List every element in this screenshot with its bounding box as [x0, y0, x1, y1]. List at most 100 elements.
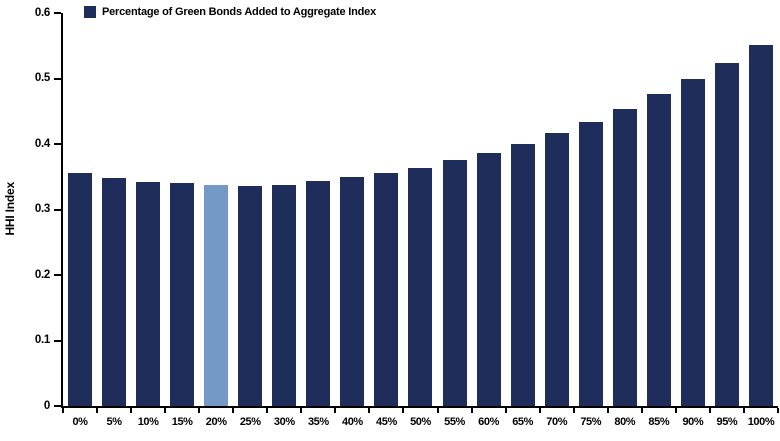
y-tick-label: 0.3: [34, 203, 50, 215]
bar: [306, 181, 331, 406]
legend: Percentage of Green Bonds Added to Aggre…: [84, 6, 376, 18]
x-axis-tick: [164, 408, 167, 413]
bar: [374, 173, 399, 406]
x-axis-tick: [606, 408, 609, 413]
x-tick-label: 35%: [307, 416, 329, 428]
x-axis-tick: [368, 408, 371, 413]
x-tick-label: 20%: [205, 416, 227, 428]
bar: [578, 121, 603, 406]
x-axis-tick: [538, 408, 541, 413]
bars-container: [63, 13, 778, 406]
bar-slot: [131, 13, 165, 406]
bar-slot: [642, 13, 676, 406]
x-tick-label: 95%: [716, 416, 738, 428]
x-axis-tick: [402, 408, 405, 413]
bar: [510, 144, 535, 406]
x-axis-tick: [470, 408, 473, 413]
bar-slot: [369, 13, 403, 406]
y-axis-tick: [54, 77, 61, 80]
plot-area: 0% 5% 10% 15% 20% 25% 30% 35% 40% 45% 50% 55% 60% 65%…: [35, 7, 779, 428]
bar-slot: [165, 13, 199, 406]
bar-slot: [403, 13, 437, 406]
x-axis-tick: [96, 408, 99, 413]
y-axis-tick: [54, 208, 61, 211]
x-tick-label: 15%: [171, 416, 193, 428]
x-axis-tick: [266, 408, 269, 413]
x-tick-label: 80%: [614, 416, 636, 428]
x-axis-tick: [130, 408, 133, 413]
x-tick-label: 70%: [546, 416, 568, 428]
x-tick-label: 60%: [478, 416, 499, 428]
bar-highlighted: [204, 184, 229, 406]
x-axis-tick: [742, 408, 745, 413]
bar: [476, 153, 501, 406]
y-tick-label: 0.6: [34, 6, 50, 19]
bar: [408, 167, 433, 406]
x-tick-label: 90%: [682, 416, 704, 428]
y-axis-tick: [54, 143, 61, 145]
bar: [748, 45, 773, 406]
x-tick-label: 0%: [72, 416, 88, 428]
bar: [136, 182, 161, 406]
y-axis-tick: [54, 339, 61, 342]
y-axis-tick: [54, 405, 61, 407]
bar: [612, 108, 637, 406]
bar-slot: [744, 13, 778, 406]
bar-slot: [540, 13, 574, 406]
bar-slot: [676, 13, 710, 406]
bar: [102, 178, 127, 406]
bar-slot: [335, 13, 369, 406]
x-tick-label: 100%: [747, 416, 775, 428]
bar-slot: [506, 13, 540, 406]
x-axis-tick: [62, 408, 64, 413]
bar: [238, 185, 263, 406]
bar-slot: [233, 13, 267, 406]
bar-slot: [608, 13, 642, 406]
legend-label: Percentage of Green Bonds Added to Aggre…: [102, 6, 377, 18]
y-tick-label: 0.2: [34, 268, 50, 281]
y-tick-label: 0.1: [34, 334, 50, 346]
legend-swatch-icon: [84, 6, 96, 18]
x-axis-tick: [198, 408, 201, 413]
y-axis-tick: [54, 12, 61, 14]
bar: [340, 177, 365, 406]
x-axis-labels: 0% 5% 10% 15% 20% 25% 30% 35% 40% 45% 50% 55% 60% 65%…: [63, 416, 778, 428]
x-tick-label: 25%: [239, 416, 261, 428]
x-axis-tick: [708, 408, 711, 413]
x-axis-tick: [572, 408, 575, 413]
x-tick-label: 30%: [273, 416, 295, 428]
bar-slot: [472, 13, 506, 406]
bar-slot: [301, 13, 335, 406]
y-axis-tick: [54, 274, 61, 276]
bar: [714, 62, 739, 406]
bar-slot: [97, 13, 131, 406]
x-axis-tick: [300, 408, 303, 413]
x-axis-tick: [674, 408, 677, 413]
x-tick-label: 5%: [106, 416, 123, 428]
bar-slot: [574, 13, 608, 406]
x-tick-label: 10%: [137, 416, 159, 428]
x-tick-label: 45%: [376, 416, 397, 428]
x-axis-tick: [504, 408, 507, 413]
bar: [680, 79, 705, 406]
x-tick-label: 55%: [444, 416, 465, 428]
bar: [646, 94, 671, 406]
x-tick-label: 75%: [580, 416, 602, 428]
bar-slot: [63, 13, 97, 406]
x-axis-tick: [640, 408, 643, 413]
x-axis-tick: [232, 408, 235, 413]
x-axis-tick: [334, 408, 337, 413]
bar-slot: [438, 13, 472, 406]
x-tick-label: 65%: [512, 416, 534, 428]
x-tick-label: 40%: [341, 416, 363, 428]
x-tick-label: 85%: [648, 416, 670, 428]
bar: [544, 132, 569, 406]
bar: [68, 173, 93, 406]
bar-slot: [267, 13, 301, 406]
x-axis-tick: [777, 408, 779, 413]
bar-slot: [710, 13, 744, 406]
bar: [170, 183, 195, 406]
bar-slot: [199, 13, 233, 406]
x-tick-label: 50%: [410, 416, 431, 428]
